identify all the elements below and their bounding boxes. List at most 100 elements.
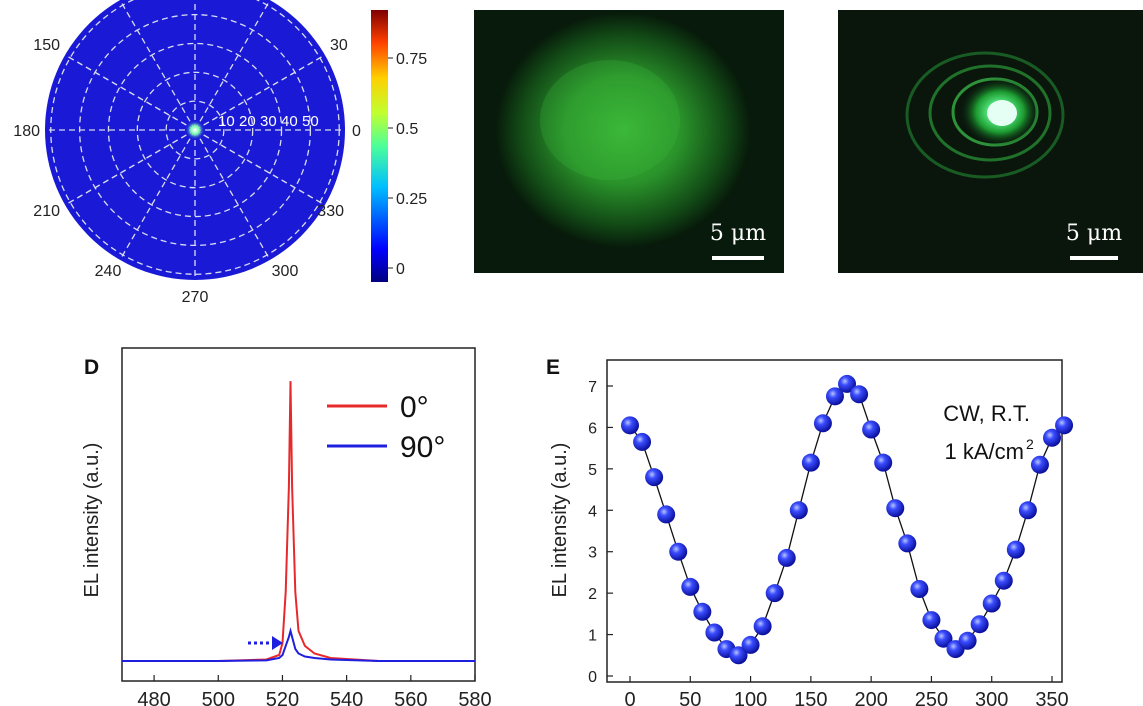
polar-spoke — [194, 54, 326, 131]
panel-e-y-tick-label: 0 — [588, 669, 597, 686]
panel-e-y-ticks: 0 1 2 3 4 5 6 7 — [588, 379, 613, 686]
panel-e-data-point — [801, 453, 820, 472]
panel-e-data-point — [669, 542, 688, 561]
polar-spoke — [194, 0, 271, 131]
panel-e-data-point — [934, 629, 953, 648]
panel-e-data-point — [765, 584, 784, 603]
polar-spoke — [194, 129, 326, 206]
panel-d-series-line-0 — [122, 381, 475, 662]
panel-e-chart: E EL intensity (a.u.) 0 50 100 150 200 250 300… — [546, 356, 1074, 706]
panel-d-x-tick-label: 520 — [266, 689, 299, 706]
annotation-sup: 2 — [1026, 436, 1034, 452]
polar-spoke — [64, 54, 196, 131]
panel-e-data-point — [753, 617, 772, 636]
panel-e-x-tick-label: 200 — [854, 689, 887, 706]
panel-e-annotation: CW, R.T. 1 kA/cm 2 — [943, 401, 1034, 464]
panel-d-x-tick-label: 560 — [394, 689, 427, 706]
panel-e-data-point — [1043, 428, 1061, 447]
panel-e-frame — [606, 359, 1063, 683]
panel-e-data-point — [1006, 540, 1025, 559]
panel-d-x-tick-label: 540 — [330, 689, 363, 706]
panel-e-ylabel: EL intensity (a.u.) — [549, 443, 571, 598]
panel-e-data-point — [681, 577, 700, 596]
panel-e-data-point — [1018, 501, 1037, 520]
polar-angle-label: 0 — [352, 123, 361, 140]
panel-e-data-point — [874, 453, 893, 472]
polar-spoke — [119, 129, 196, 261]
panel-d-series-line-1 — [122, 627, 475, 662]
panel-e-data-point — [910, 580, 929, 598]
panel-d-letter: D — [84, 356, 99, 379]
polar-angle-label: 330 — [317, 203, 344, 220]
panel-e-x-tick-label: 250 — [915, 689, 948, 706]
panel-e-letter: E — [546, 356, 560, 379]
panel-e-x-tick-label: 50 — [679, 689, 701, 706]
panel-e-data-point — [898, 534, 917, 553]
scale-text-left: 5 μm — [710, 221, 766, 246]
panel-d-chart: D EL intensity (a.u.) 480 500 520 540 560 580… — [81, 347, 492, 706]
panel-e-data-point — [633, 432, 652, 451]
polar-angle-label: 210 — [33, 203, 60, 220]
polar-radial-label: 20 — [239, 113, 256, 130]
panel-e-data-point — [741, 635, 760, 654]
panel-e-data-point — [693, 602, 712, 621]
polar-radial-labels: 10 20 30 40 50 — [218, 113, 319, 130]
panel-e-data-point — [621, 416, 639, 435]
panel-e-x-ticks: 0 50 100 150 200 250 300 350 — [624, 676, 1069, 706]
annotation-line2: 1 kA/cm — [945, 439, 1024, 464]
polar-heatmap: 10 20 30 40 50 0 30 150 180 210 240 270 300 330 — [13, 0, 361, 306]
panel-d-x-tick-label: 480 — [137, 689, 170, 706]
polar-radial-label: 40 — [281, 113, 298, 130]
colorbar-tick-label: 0 — [396, 261, 405, 278]
panel-e-data-point — [789, 501, 808, 520]
panel-e-y-tick-label: 6 — [588, 420, 597, 437]
panel-e-y-tick-label: 4 — [588, 503, 597, 520]
panel-e-data-point — [705, 623, 724, 642]
polar-spoke — [194, 129, 271, 261]
polar-angle-label: 270 — [182, 289, 209, 306]
panel-e-data-point — [777, 548, 796, 567]
polar-ring — [165, 100, 225, 160]
panel-e-data-point — [1055, 416, 1074, 435]
scale-text-right: 5 μm — [1066, 221, 1122, 246]
panel-d-x-tick-label: 500 — [202, 689, 235, 706]
panel-e-y-tick-label: 3 — [588, 545, 597, 562]
polar-grid — [45, 0, 345, 280]
panel-d-legend: 0°90° — [327, 391, 445, 464]
polar-angle-label: 300 — [272, 263, 299, 280]
panel-d-x-ticks: 480 500 520 540 560 580 — [137, 675, 492, 706]
emission-image-right: 5 μm — [838, 10, 1143, 273]
polar-center-spot — [185, 120, 205, 140]
panel-e-y-tick-label: 1 — [588, 628, 597, 645]
polar-angle-label: 180 — [13, 123, 40, 140]
polar-angle-label: 150 — [33, 37, 60, 54]
colorbar: 0 0.25 0.5 0.75 — [371, 10, 427, 282]
polar-radial-label: 50 — [302, 113, 319, 130]
panel-d-legend-label: 90° — [400, 431, 445, 464]
polar-ring — [136, 71, 254, 189]
polar-spoke — [64, 129, 196, 206]
panel-e-y-tick-label: 2 — [588, 586, 597, 603]
colorbar-ticks: 0 0.25 0.5 0.75 — [388, 51, 427, 278]
colorbar-tick-label: 0.75 — [396, 51, 427, 68]
panel-e-data-point — [982, 594, 1001, 613]
polar-radial-label: 10 — [218, 113, 235, 130]
panel-d-frame — [121, 347, 476, 682]
polar-angle-label: 30 — [330, 37, 348, 54]
colorbar-gradient — [371, 10, 388, 282]
panel-d-legend-label: 0° — [400, 391, 429, 424]
panel-e-x-tick-label: 150 — [794, 689, 827, 706]
annotation-line2-text: 1 kA/cm — [945, 439, 1024, 464]
emission-image-left: 5 μm — [474, 10, 784, 273]
panel-e-data-point — [922, 611, 941, 630]
panel-e-data-point — [862, 420, 881, 439]
panel-e-y-tick-label: 7 — [588, 379, 597, 396]
polar-angle-labels: 0 30 150 180 210 240 270 300 330 — [13, 37, 361, 306]
panel-e-x-tick-label: 100 — [734, 689, 767, 706]
panel-e-y-tick-label: 5 — [588, 462, 597, 479]
polar-angle-label: 240 — [95, 263, 122, 280]
panel-e-x-tick-label: 0 — [624, 689, 635, 706]
panel-e-data-point — [729, 646, 748, 665]
panel-e-data-point — [850, 385, 869, 404]
